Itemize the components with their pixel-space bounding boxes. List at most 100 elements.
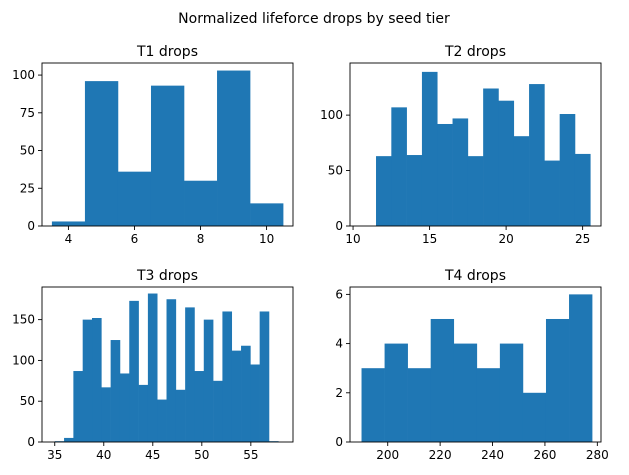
histogram-bar (430, 318, 455, 442)
y-tick-label: 75 (20, 106, 35, 120)
histogram-bar (467, 156, 484, 226)
x-tick-label: 15 (422, 232, 437, 246)
x-tick-label: 200 (376, 448, 399, 462)
histogram-bar (119, 373, 130, 442)
histogram-bar (513, 136, 530, 226)
x-tick-label: 35 (47, 448, 62, 462)
histogram-bar (574, 153, 591, 226)
histogram-bar (185, 307, 195, 442)
histogram-bar (476, 368, 501, 442)
x-tick-label: 280 (586, 448, 609, 462)
histogram-bar (101, 387, 111, 442)
histogram-bar (559, 114, 576, 226)
histogram-bar (184, 180, 218, 226)
figure-suptitle: Normalized lifeforce drops by seed tier (178, 11, 450, 27)
axes-frame (41, 286, 294, 443)
histogram-bar (175, 389, 186, 442)
x-tick-label: 4 (65, 232, 73, 246)
y-tick-label: 2 (335, 386, 343, 400)
x-tick-label: 10 (259, 232, 274, 246)
y-tick-label: 4 (335, 337, 343, 351)
histogram-bar (203, 319, 214, 442)
histogram-bar (376, 156, 392, 226)
x-tick-label: 25 (575, 232, 590, 246)
histogram-bar (129, 300, 139, 442)
subplot-title: T4 drops (444, 268, 506, 284)
y-tick-label: 0 (27, 219, 35, 233)
histogram-bar (361, 368, 385, 442)
histogram-bar (222, 311, 233, 442)
histogram-bar (391, 107, 407, 226)
histogram-bar (498, 100, 515, 226)
histogram-bar (407, 368, 431, 442)
histogram-bar (437, 123, 453, 226)
y-tick-label: 50 (20, 394, 35, 408)
x-tick-label: 220 (429, 448, 452, 462)
histogram-bar (406, 155, 423, 226)
y-tick-label: 0 (335, 435, 343, 449)
x-tick-label: 6 (131, 232, 139, 246)
y-tick-label: 6 (335, 287, 343, 301)
histogram-bar (84, 81, 119, 226)
histogram-bar (138, 384, 149, 442)
histogram-bar (157, 399, 167, 442)
histogram-bar (147, 293, 158, 442)
histogram-bar (544, 160, 560, 226)
y-tick-label: 50 (20, 144, 35, 158)
histogram-bar (117, 171, 152, 226)
y-tick-label: 100 (320, 108, 343, 122)
histogram-bar (452, 118, 469, 226)
x-tick-label: 10 (345, 232, 360, 246)
axes-frame (349, 286, 602, 443)
y-tick-label: 150 (12, 313, 35, 327)
histogram-bar (453, 343, 478, 442)
histogram-bar (213, 380, 223, 442)
histogram-bar (483, 88, 499, 226)
x-tick-label: 45 (145, 448, 160, 462)
histogram-bar (259, 311, 270, 442)
histogram-bar (231, 350, 242, 442)
y-tick-label: 0 (335, 219, 343, 233)
histogram-bar (384, 343, 408, 442)
axes-frame (41, 62, 294, 227)
histogram-bar (545, 318, 570, 442)
axes-frame (349, 62, 602, 227)
x-tick-label: 55 (243, 448, 258, 462)
subplot-title: T1 drops (136, 44, 198, 60)
histogram-bar (82, 319, 93, 442)
x-tick-label: 40 (96, 448, 111, 462)
histogram-bar (421, 71, 438, 226)
histogram-bar (499, 343, 524, 442)
y-tick-label: 25 (20, 181, 35, 195)
subplot-title: T3 drops (136, 268, 198, 284)
x-tick-label: 240 (481, 448, 504, 462)
x-tick-label: 260 (533, 448, 556, 462)
histogram-bar (529, 84, 545, 226)
histogram-bar (194, 371, 205, 442)
subplot-3: T3 drops 35 40 45 50 55 0 50 100 150 (12, 268, 294, 462)
x-tick-label: 50 (194, 448, 209, 462)
histogram-bar (64, 437, 74, 442)
histogram-bar (166, 299, 177, 442)
y-tick-label: 50 (328, 164, 343, 178)
histogram-bar (92, 318, 102, 442)
histogram-bar (51, 221, 86, 226)
histogram-bar (150, 85, 185, 226)
y-tick-label: 100 (12, 353, 35, 367)
y-tick-label: 0 (27, 435, 35, 449)
histogram-bar (241, 345, 251, 442)
x-tick-label: 20 (498, 232, 513, 246)
subplot-title: T2 drops (444, 44, 506, 60)
histogram-bar (250, 203, 284, 226)
subplot-2: T2 drops 10 15 20 25 0 50 100 (320, 44, 602, 246)
histogram-bar (250, 364, 260, 442)
x-tick-label: 8 (197, 232, 205, 246)
subplot-4: T4 drops 200 220 240 260 280 0 2 4 6 (335, 268, 608, 462)
histogram-bar (73, 371, 83, 442)
histogram-bar (569, 294, 593, 442)
y-tick-label: 100 (12, 68, 35, 82)
histogram-bar (217, 70, 251, 226)
